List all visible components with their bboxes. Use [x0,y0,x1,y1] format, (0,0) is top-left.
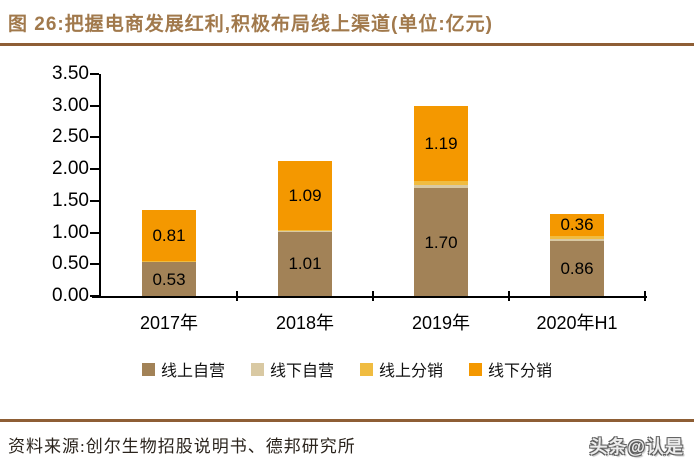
stacked-bar-2017年: 0.53 0.81 [142,209,196,296]
legend-label: 线上自营 [160,363,225,380]
stacked-bar-2018年: 1.01 1.09 [278,160,332,296]
bar-segment-线下自营 [550,238,604,242]
x-axis-tick [372,291,374,301]
bar-segment-线上自营: 1.70 [414,188,468,296]
y-axis-label: 0.00 [52,285,89,306]
y-axis-label: 2.00 [52,158,89,180]
x-axis-category-label: 2020年H1 [536,313,618,333]
watermark: 头条@认是 [589,437,684,457]
bar-segment-线上分销 [414,181,468,186]
bar-value-label: 0.86 [560,259,594,279]
legend-label: 线下分销 [488,363,553,380]
figure-title: 图 26:把握电商发展红利,积极布局线上渠道(单位:亿元) [8,14,494,35]
bar-segment-线上自营: 0.53 [142,262,196,296]
y-axis-label: 0.50 [52,253,89,275]
bar-segment-线上自营: 1.01 [278,231,332,296]
y-axis-tick [90,168,99,171]
bar-value-label: 0.81 [152,225,186,245]
bar-segment-线下自营 [414,185,468,189]
y-axis-label: 3.50 [52,63,89,84]
chart-legend: 线上自营 线下自营 线上分销 线下分销 [0,357,694,381]
bar-value-label: 1.01 [288,254,322,274]
x-axis-line [92,296,647,298]
bar-value-label: 1.09 [288,185,322,205]
y-axis-tick [90,73,99,75]
y-axis-tick [90,104,99,107]
bar-segment-线上自营: 0.86 [550,241,604,296]
y-axis-tick [90,136,99,139]
legend-swatch-icon [141,362,155,376]
bar-segment-线下分销: 1.09 [278,160,332,231]
y-axis-tick [90,263,99,266]
stacked-bar-2020年H1: 0.86 0.36 [550,213,604,296]
title-divider [0,43,694,46]
x-axis-category-label: 2017年 [139,313,199,333]
x-axis-tick [236,291,238,301]
bar-value-label: 1.19 [424,133,458,153]
y-axis-label: 1.50 [52,189,89,211]
plot-area: 3.50 3.00 2.50 2.00 1.50 1.00 0.50 0.00 0.53 0.81… [52,63,647,333]
legend-item-线上分销: 线上分销 [360,357,443,381]
legend-swatch-icon [360,362,373,376]
bar-segment-线下自营 [278,231,332,232]
source-note: 资料来源:创尔生物招股说明书、德邦研究所 [8,437,356,456]
bar-segment-线下分销: 1.19 [414,105,468,182]
legend-swatch-icon [469,362,483,376]
bar-value-label: 1.70 [424,232,458,252]
y-axis-label: 3.00 [52,94,89,116]
bar-value-label: 0.53 [152,269,186,289]
y-axis-tick [90,231,99,234]
y-axis-tick [90,199,99,202]
y-axis-label: 1.00 [52,221,89,243]
legend-label: 线上分销 [379,363,444,380]
x-axis-tick [644,291,646,301]
bar-segment-线下分销: 0.36 [550,213,604,237]
legend-swatch-icon [250,362,264,376]
y-axis-label: 2.50 [52,126,89,148]
legend-item-线下自营: 线下自营 [250,357,334,381]
footer-divider [0,419,694,422]
legend-item-线下分销: 线下分销 [469,357,552,381]
legend-label: 线下自营 [269,363,334,380]
legend-item-线上自营: 线上自营 [141,357,225,381]
bar-segment-线上分销 [550,236,604,239]
bar-value-label: 0.36 [560,215,594,235]
bar-segment-线下自营 [142,261,196,263]
x-axis-category-label: 2018年 [275,313,335,333]
bar-segment-线下分销: 0.81 [142,209,196,262]
bar-segment-线上分销 [142,261,196,262]
x-axis-tick [508,291,510,301]
x-axis-category-label: 2019年 [411,313,471,333]
stacked-bar-2019年: 1.70 1.19 [414,105,468,296]
y-axis-tick [90,295,99,297]
bar-segment-线上分销 [278,230,332,232]
